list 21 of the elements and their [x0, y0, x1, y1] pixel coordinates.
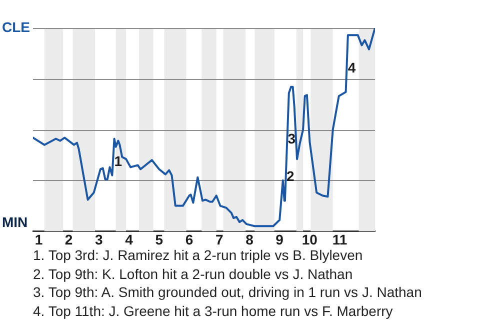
text: 1. Top 3rd: J. Ramirez hit a 2-run triple vs B. Blyleven: [33, 246, 364, 264]
annotation: 1: [114, 152, 122, 169]
x-tick-label: 7: [215, 231, 224, 248]
text: 3. Top 9th: A. Smith grounded out, driving in 1 run vs J. Nathan: [33, 283, 422, 302]
text: CLE: [2, 18, 30, 35]
x-tick-label: 4: [125, 231, 134, 248]
annotation: 3: [288, 130, 296, 147]
x-tick-label: 6: [185, 231, 194, 248]
x-tick-label: 3: [95, 231, 104, 248]
x-tick-label: 5: [155, 231, 164, 248]
x-tick-label: 9: [276, 231, 284, 248]
x-tick-label: 1: [34, 231, 43, 248]
x-tick-label: 11: [332, 231, 348, 248]
x-tick-label: 2: [64, 231, 73, 248]
x-tick-label: 8: [246, 231, 254, 248]
annotation: 4: [348, 60, 356, 76]
text: 2. Top 9th: K. Lofton hit a 2-run double vs J. Nathan: [33, 264, 354, 283]
text: 4. Top 11th: J. Greene hit a 3-run home run vs F. Marberry: [33, 302, 394, 320]
text: MIN: [2, 214, 28, 230]
x-tick-label: 10: [302, 231, 318, 248]
annotation: 2: [286, 168, 295, 184]
